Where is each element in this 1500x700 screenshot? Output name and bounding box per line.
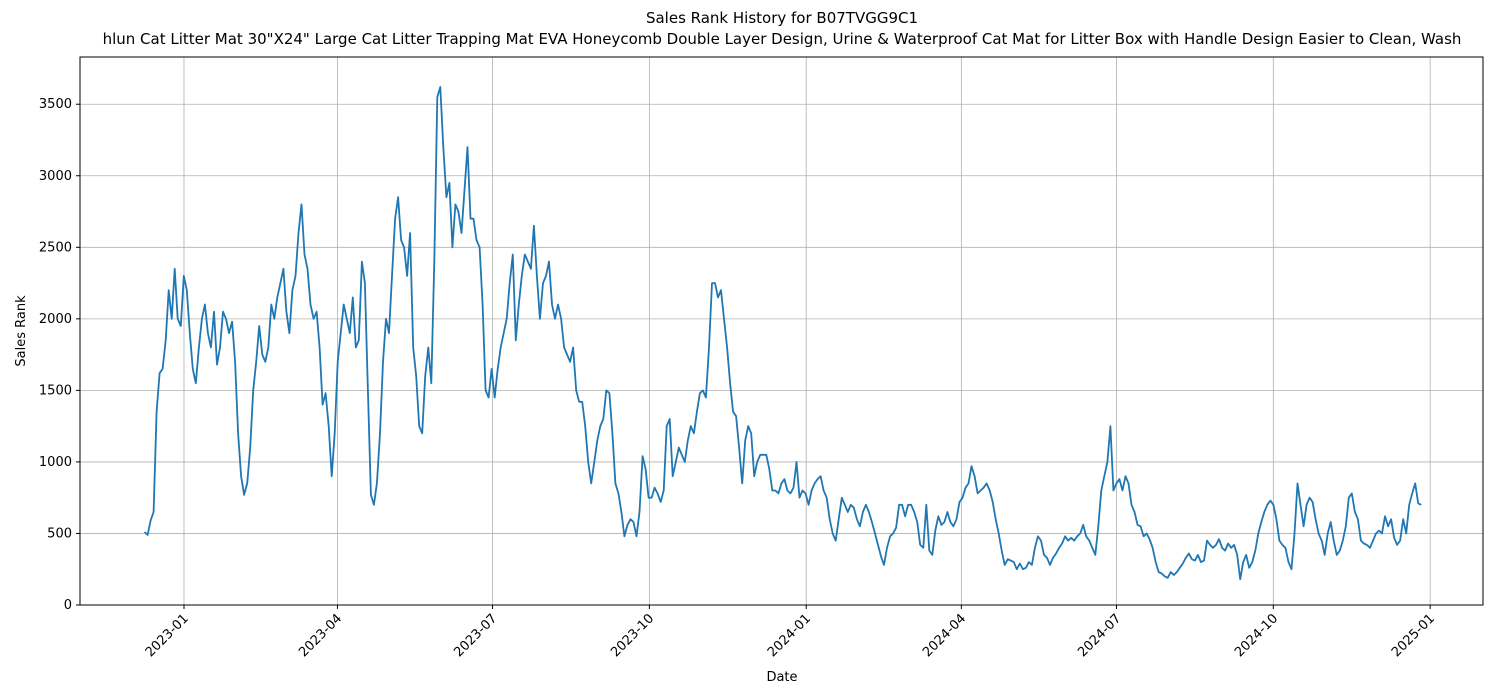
y-tick-label: 1500 [39, 383, 72, 398]
sales-rank-line [143, 86, 1422, 581]
x-tick-label: 2024-01 [765, 611, 814, 660]
x-tick-label: 2023-07 [451, 611, 500, 660]
plot-frame [79, 56, 1484, 606]
chart-subtitle: hlun Cat Litter Mat 30"X24" Large Cat Li… [103, 30, 1462, 48]
y-axis-label: Sales Rank [14, 295, 29, 367]
x-tick-label: 2023-01 [143, 611, 192, 660]
chart-title: Sales Rank History for B07TVGG9C1 [646, 9, 918, 27]
y-tick-label: 1000 [39, 455, 72, 470]
x-tick-label: 2025-01 [1389, 611, 1438, 660]
x-tick-label: 2023-04 [296, 611, 345, 660]
y-tick-label: 2500 [39, 240, 72, 255]
y-tick-label: 0 [64, 598, 72, 613]
x-axis-label: Date [766, 670, 797, 685]
y-tick-label: 2000 [39, 312, 72, 327]
x-tick-label: 2023-10 [608, 611, 657, 660]
x-tick-label: 2024-04 [920, 611, 969, 660]
x-tick-label: 2024-07 [1075, 611, 1124, 660]
y-tick-label: 500 [47, 526, 72, 541]
x-tick-label: 2024-10 [1232, 611, 1281, 660]
y-tick-label: 3500 [39, 97, 72, 112]
y-tick-label: 3000 [39, 169, 72, 184]
